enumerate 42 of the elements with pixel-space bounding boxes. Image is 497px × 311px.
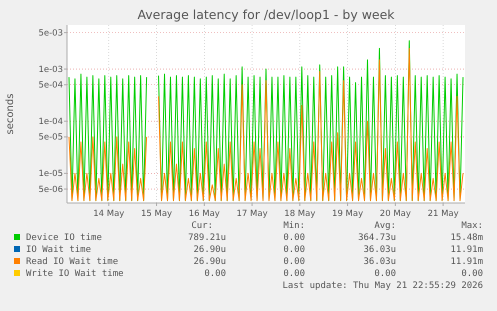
y-tick-label: 5e-06 bbox=[38, 184, 63, 195]
legend-label: Read IO Wait time bbox=[26, 257, 118, 267]
text: 26.90u bbox=[193, 245, 226, 255]
text: Last update: Thu May 21 22:55:29 2026 bbox=[282, 281, 483, 291]
text: 0.00 bbox=[374, 269, 396, 279]
text: Avg: bbox=[374, 221, 396, 231]
x-tick-label: 18 May bbox=[284, 209, 316, 219]
text: 0.00 bbox=[283, 257, 305, 267]
text: 0.00 bbox=[283, 269, 305, 279]
text: Cur: bbox=[191, 221, 213, 231]
y-tick-label: 1e-05 bbox=[38, 169, 63, 180]
y-tick-label: 5e-04 bbox=[38, 80, 63, 90]
text: 11.91m bbox=[450, 257, 483, 267]
x-tick-label: 19 May bbox=[332, 209, 364, 219]
legend-label: IO Wait time bbox=[26, 245, 92, 255]
y-tick-label: 1e-03 bbox=[38, 64, 63, 75]
text: 36.03u bbox=[363, 245, 396, 255]
text: 26.90u bbox=[193, 257, 226, 267]
text: Min: bbox=[283, 221, 305, 231]
x-tick-label: 21 May bbox=[428, 209, 459, 219]
legend-label: Write IO Wait time bbox=[26, 269, 124, 279]
x-tick-label: 17 May bbox=[236, 209, 268, 219]
y-tick-label: 1e-04 bbox=[38, 116, 63, 127]
text: 0.00 bbox=[283, 245, 305, 255]
text: 36.03u bbox=[363, 257, 396, 267]
x-tick-label: 14 May bbox=[93, 209, 124, 219]
x-tick-label: 16 May bbox=[188, 209, 220, 219]
legend-label: Device IO time bbox=[26, 233, 102, 243]
text: Max: bbox=[461, 221, 483, 231]
text: 0.00 bbox=[204, 269, 226, 279]
chart-title: Average latency for /dev/loop1 - by week bbox=[137, 7, 396, 22]
text: 15.48m bbox=[450, 233, 483, 243]
text: 789.21u bbox=[188, 233, 226, 243]
text: 0.00 bbox=[283, 233, 305, 243]
text: 0.00 bbox=[461, 269, 483, 279]
y-tick-label: 5e-03 bbox=[38, 28, 63, 38]
text: 364.73u bbox=[358, 233, 396, 243]
y-axis-title: seconds bbox=[5, 94, 16, 134]
x-tick-label: 20 May bbox=[380, 209, 411, 219]
x-tick-label: 15 May bbox=[141, 209, 172, 219]
text: 11.91m bbox=[450, 245, 483, 255]
y-tick-label: 5e-05 bbox=[38, 132, 63, 143]
